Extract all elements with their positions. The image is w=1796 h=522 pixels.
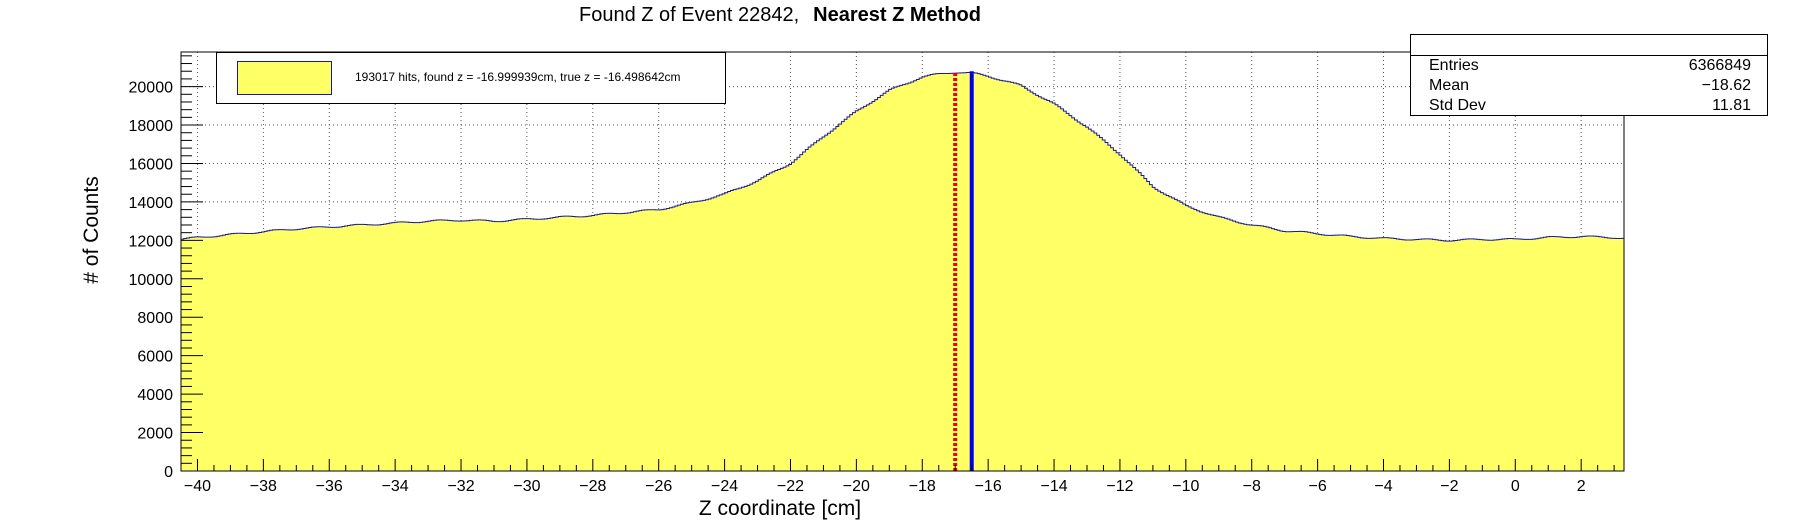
- x-tick-label: −40: [184, 478, 211, 495]
- x-tick-label: −18: [909, 478, 936, 495]
- chart-title-method: Nearest Z Method: [813, 4, 981, 26]
- stats-stddev: Std Dev 11.81: [1411, 96, 1767, 116]
- chart-title: Found Z of Event 22842, Nearest Z Method: [0, 4, 1560, 27]
- x-tick-label: −10: [1172, 478, 1199, 495]
- y-tick-label: 6000: [137, 349, 173, 366]
- stats-mean: Mean −18.62: [1411, 76, 1767, 96]
- y-tick-label: 10000: [129, 272, 174, 289]
- stats-entries: Entries 6366849: [1411, 56, 1767, 76]
- y-axis-ticks: 0 2000 4000 6000 8000 10000 12000 14000 16000 180…: [129, 55, 203, 481]
- stats-box: Entries 6366849 Mean −18.62 Std Dev 11.8…: [1410, 34, 1768, 116]
- y-tick-label: 14000: [129, 195, 174, 212]
- x-tick-label: −34: [382, 478, 409, 495]
- stats-stddev-label: Std Dev: [1429, 97, 1486, 114]
- x-tick-label: −30: [513, 478, 540, 495]
- vertical-markers: [953, 71, 974, 471]
- x-tick-label: −38: [250, 478, 277, 495]
- x-tick-label: 0: [1511, 478, 1520, 495]
- x-axis-label: Z coordinate [cm]: [699, 497, 861, 520]
- x-tick-label: −12: [1106, 478, 1133, 495]
- y-tick-label: 12000: [129, 233, 174, 250]
- x-tick-label: −22: [777, 478, 804, 495]
- y-tick-label: 4000: [137, 387, 173, 404]
- legend: 193017 hits, found z = -16.999939cm, tru…: [216, 52, 726, 104]
- legend-entry: 193017 hits, found z = -16.999939cm, tru…: [355, 70, 681, 84]
- x-tick-label: −6: [1308, 478, 1326, 495]
- stats-header: [1411, 35, 1767, 56]
- y-axis-label: # of Counts: [80, 176, 103, 283]
- stats-entries-label: Entries: [1429, 57, 1479, 74]
- x-tick-label: −24: [711, 478, 738, 495]
- x-tick-label: 2: [1577, 478, 1586, 495]
- y-tick-label: 2000: [137, 426, 173, 443]
- x-tick-label: −28: [579, 478, 606, 495]
- x-tick-label: −32: [447, 478, 474, 495]
- stats-entries-value: 6366849: [1688, 57, 1751, 74]
- x-tick-label: −4: [1374, 478, 1392, 495]
- histogram-area: [180, 71, 1625, 472]
- x-tick-label: −14: [1040, 478, 1067, 495]
- legend-swatch: [237, 61, 332, 95]
- x-tick-label: −2: [1440, 478, 1458, 495]
- stats-mean-value: −18.62: [1701, 77, 1751, 94]
- y-tick-label: 8000: [137, 310, 173, 327]
- y-tick-label: 20000: [129, 80, 174, 97]
- chart-title-prefix: Found Z of Event 22842,: [579, 4, 800, 26]
- x-tick-label: −36: [316, 478, 343, 495]
- x-tick-label: −26: [645, 478, 672, 495]
- x-tick-label: −8: [1243, 478, 1261, 495]
- x-axis-ticks: −40 −38 −36 −34 −32 −30 −28 −26 −24 −22 −20 −18 −16−…: [180, 459, 1615, 495]
- stats-stddev-value: 11.81: [1712, 97, 1751, 114]
- y-tick-label: 16000: [129, 156, 174, 173]
- x-tick-label: −16: [975, 478, 1002, 495]
- y-tick-label: 18000: [129, 118, 174, 135]
- y-tick-label: 0: [164, 464, 173, 481]
- plot-frame: [180, 51, 1625, 472]
- stats-mean-label: Mean: [1429, 77, 1470, 94]
- x-tick-label: −20: [843, 478, 870, 495]
